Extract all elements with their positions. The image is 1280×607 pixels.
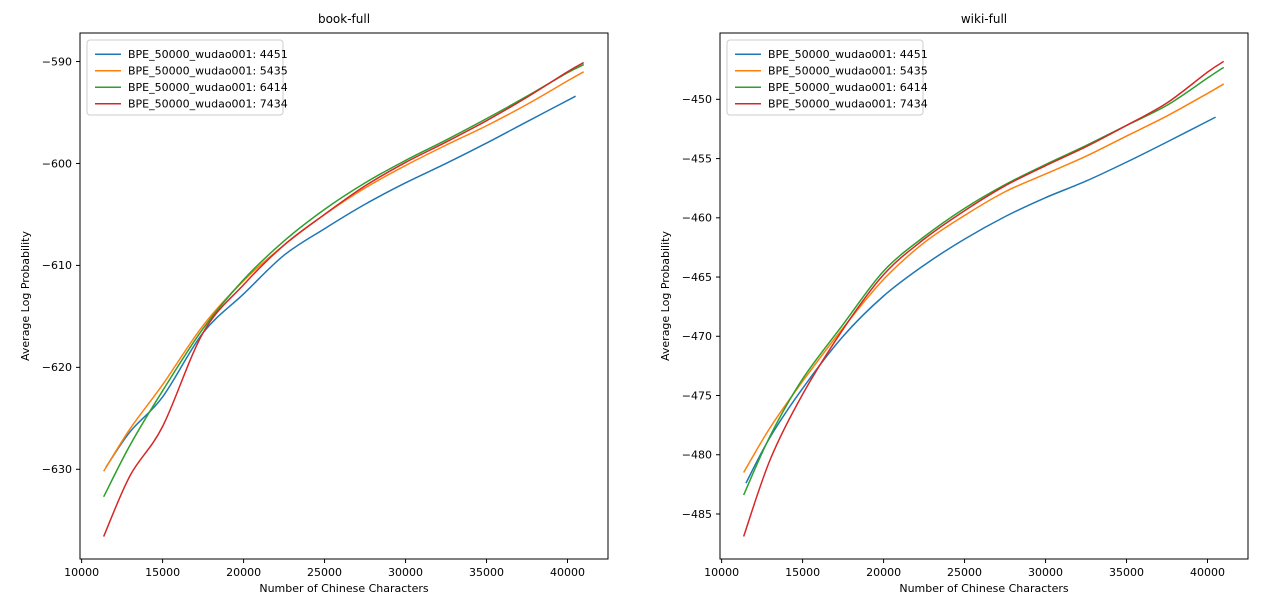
- y-tick-label: −485: [682, 508, 712, 521]
- legend-label: BPE_50000_wudao001: 6414: [768, 81, 928, 94]
- x-tick-label: 15000: [785, 566, 820, 579]
- y-axis-label: Average Log Probability: [659, 231, 672, 361]
- series-line-bpe-50000-wudao001-7434: [742, 60, 1225, 537]
- x-tick-label: 35000: [469, 566, 504, 579]
- x-tick-label: 20000: [226, 566, 261, 579]
- legend-label: BPE_50000_wudao001: 4451: [768, 48, 928, 61]
- chart-svg: 10000 15000 20000 25000 30000 35000 40000 −630 −…: [19, 12, 609, 595]
- y-tick-label: −470: [682, 330, 712, 343]
- series-line-bpe-50000-wudao001-5435: [743, 83, 1225, 473]
- y-tick-label: −610: [42, 259, 72, 272]
- legend-label: BPE_50000_wudao001: 5435: [128, 65, 288, 78]
- y-tick-label: −630: [42, 463, 72, 476]
- chart-title: book-full: [318, 12, 370, 26]
- x-tick-label: 25000: [947, 566, 982, 579]
- legend-label: BPE_50000_wudao001: 7434: [128, 98, 288, 111]
- legend-label: BPE_50000_wudao001: 4451: [128, 48, 288, 61]
- y-axis-label: Average Log Probability: [19, 231, 32, 361]
- x-tick-label: 40000: [550, 566, 585, 579]
- y-tick-label: −460: [682, 212, 712, 225]
- y-tick-label: −455: [682, 152, 712, 165]
- x-tick-label: 40000: [1190, 566, 1225, 579]
- y-tick-label: −620: [42, 361, 72, 374]
- x-tick-label: 25000: [307, 566, 342, 579]
- y-tick-label: −475: [682, 389, 712, 402]
- y-tick-label: −590: [42, 55, 72, 68]
- x-tick-label: 15000: [145, 566, 180, 579]
- y-tick-label: −600: [42, 157, 72, 170]
- y-tick-label: −480: [682, 449, 712, 462]
- series-line-bpe-50000-wudao001-7434: [102, 61, 585, 537]
- chart-panel-right: 10000 15000 20000 25000 30000 35000 40000 −485 −…: [640, 0, 1280, 603]
- x-tick-label: 30000: [388, 566, 423, 579]
- series-line-bpe-50000-wudao001-4451: [745, 116, 1216, 484]
- y-tick-label: −465: [682, 271, 712, 284]
- x-tick-label: 35000: [1109, 566, 1144, 579]
- legend-label: BPE_50000_wudao001: 5435: [768, 65, 928, 78]
- y-tick-label: −450: [682, 93, 712, 106]
- series-line-bpe-50000-wudao001-6414: [742, 66, 1225, 496]
- plot-frame: [719, 32, 1249, 560]
- chart-title: wiki-full: [961, 12, 1007, 26]
- x-axis-label: Number of Chinese Characters: [899, 582, 1069, 595]
- legend-label: BPE_50000_wudao001: 7434: [768, 98, 928, 111]
- x-axis-label: Number of Chinese Characters: [259, 582, 429, 595]
- legend-label: BPE_50000_wudao001: 6414: [128, 81, 288, 94]
- series-line-bpe-50000-wudao001-6414: [102, 63, 585, 498]
- chart-svg: 10000 15000 20000 25000 30000 35000 40000 −485 −…: [659, 12, 1249, 595]
- x-tick-label: 20000: [866, 566, 901, 579]
- chart-panel-left: 10000 15000 20000 25000 30000 35000 40000 −630 −…: [0, 0, 640, 603]
- x-tick-label: 10000: [704, 566, 739, 579]
- plot-frame: [79, 32, 609, 560]
- legend-box: [726, 39, 924, 116]
- x-tick-label: 30000: [1028, 566, 1063, 579]
- x-tick-label: 10000: [64, 566, 99, 579]
- series-line-bpe-50000-wudao001-4451: [105, 95, 576, 468]
- legend-box: [86, 39, 284, 116]
- series-line-bpe-50000-wudao001-5435: [103, 71, 585, 472]
